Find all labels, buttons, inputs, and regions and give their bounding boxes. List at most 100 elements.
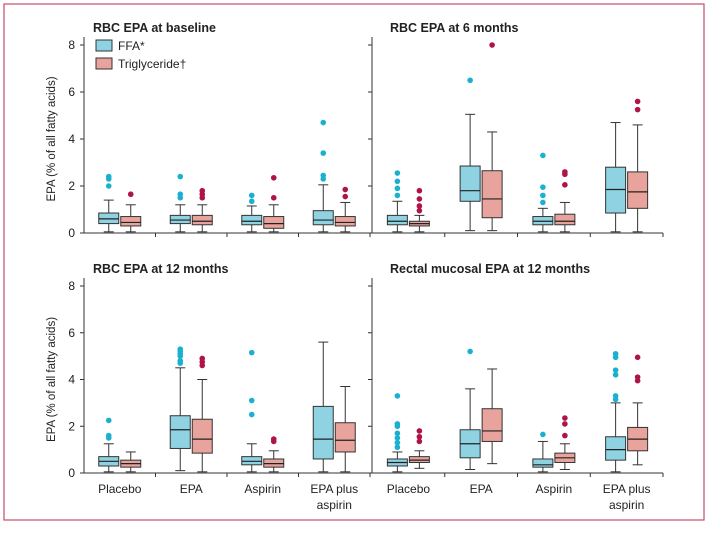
- tg-box-aspirin: [263, 436, 285, 473]
- panel-2: RBC EPA at 6 months: [368, 21, 664, 237]
- x-category-label: aspirin: [609, 498, 644, 512]
- ffa-box-aspirin: [532, 431, 554, 473]
- outlier-point: [177, 191, 184, 198]
- iqr-box: [334, 422, 356, 453]
- outlier-point: [562, 421, 568, 427]
- ffa-box-placebo: [386, 170, 408, 233]
- ffa-box-aspirin: [532, 152, 554, 233]
- y-axis-label: EPA (% of all fatty acids): [46, 76, 58, 201]
- iqr-box: [263, 216, 285, 229]
- outlier-point: [562, 169, 568, 175]
- outlier-point: [540, 192, 546, 199]
- tg-box-aspirin: [263, 174, 285, 233]
- tg-box-epa: [481, 42, 503, 232]
- iqr-box: [334, 216, 356, 227]
- y-tick-label: 0: [68, 226, 75, 240]
- iqr-box: [169, 415, 191, 449]
- outlier-point: [270, 436, 277, 442]
- outlier-point: [270, 174, 277, 181]
- outlier-point: [105, 173, 112, 180]
- tg-box-epa-plus-aspirin: [627, 98, 649, 233]
- y-tick-label: 6: [68, 326, 75, 340]
- outlier-point: [540, 184, 546, 190]
- tg-box-epa: [481, 368, 503, 465]
- outlier-point: [540, 199, 546, 206]
- panel-1: RBC EPA at baseline 0 2 4 6 8 EPA (% of all fa…: [46, 21, 371, 240]
- panel-title: RBC EPA at 12 months: [93, 262, 228, 276]
- ffa-box-epa-plus-aspirin: [312, 119, 334, 233]
- outlier-point: [248, 397, 255, 404]
- y-tick-label: 0: [68, 466, 75, 480]
- outlier-point: [394, 439, 401, 446]
- tg-box-epa: [191, 187, 213, 233]
- outlier-point: [342, 193, 349, 200]
- panel-4: Rectal mucosal EPA at 12 months Placebo EP…: [368, 262, 664, 512]
- outlier-point: [562, 432, 568, 439]
- outlier-point: [105, 432, 112, 439]
- ffa-box-epa-plus-aspirin: [605, 122, 627, 233]
- outlier-point: [540, 431, 546, 438]
- tg-box-placebo: [408, 428, 430, 469]
- outlier-point: [248, 192, 255, 199]
- x-category-label: EPA plus: [603, 482, 651, 496]
- iqr-box: [191, 214, 213, 226]
- ffa-box-epa: [459, 77, 481, 232]
- outlier-point: [634, 354, 641, 361]
- outlier-point: [467, 348, 473, 355]
- outlier-point: [612, 367, 619, 373]
- tg-box-epa-plus-aspirin: [334, 386, 356, 473]
- tg-box-placebo: [408, 187, 430, 233]
- ffa-box-epa-plus-aspirin: [312, 341, 334, 473]
- outlier-point: [416, 433, 423, 440]
- panel-title: Rectal mucosal EPA at 12 months: [390, 262, 590, 276]
- outlier-point: [634, 106, 641, 113]
- iqr-box: [605, 436, 627, 461]
- outlier-point: [199, 187, 206, 194]
- outlier-point: [540, 152, 546, 159]
- iqr-box: [312, 405, 334, 460]
- outlier-point: [612, 350, 619, 357]
- outlier-point: [562, 182, 568, 188]
- outlier-point: [634, 374, 641, 380]
- outlier-point: [177, 346, 184, 352]
- x-category-label: Aspirin: [536, 482, 573, 496]
- iqr-box: [554, 213, 576, 226]
- legend-label-ffa: FFA*: [118, 39, 145, 53]
- outlier-point: [342, 186, 349, 193]
- y-tick-label: 8: [68, 279, 75, 293]
- outlier-point: [416, 428, 423, 434]
- iqr-box: [459, 165, 481, 202]
- iqr-box: [627, 171, 649, 209]
- ffa-box-placebo: [98, 417, 120, 473]
- panel-title: RBC EPA at 6 months: [390, 21, 519, 35]
- tg-box-placebo: [120, 451, 142, 473]
- outlier-point: [248, 411, 255, 418]
- panel-3: RBC EPA at 12 months 0 2 4 6 8 EPA (% of all f…: [46, 262, 371, 512]
- outlier-point: [394, 393, 401, 399]
- tg-box-epa-plus-aspirin: [334, 186, 356, 233]
- outlier-point: [416, 187, 423, 194]
- x-category-label: EPA plus: [310, 482, 358, 496]
- outlier-point: [612, 393, 619, 399]
- outlier-point: [177, 173, 184, 180]
- ffa-box-epa: [169, 346, 191, 472]
- outlier-point: [467, 77, 473, 84]
- outlier-point: [416, 196, 423, 202]
- outlier-point: [416, 438, 423, 445]
- x-category-label: Placebo: [387, 482, 431, 496]
- iqr-box: [386, 214, 408, 226]
- tg-box-placebo: [120, 191, 142, 233]
- iqr-box: [481, 170, 503, 219]
- iqr-box: [481, 408, 503, 442]
- iqr-box: [241, 214, 263, 226]
- tg-box-aspirin: [554, 169, 576, 233]
- legend: FFA* Triglyceride†: [95, 39, 186, 71]
- y-axis-label: EPA (% of all fatty acids): [46, 317, 58, 442]
- x-category-label: Aspirin: [244, 482, 281, 496]
- outlier-point: [270, 194, 277, 201]
- y-tick-label: 6: [68, 85, 75, 99]
- outlier-point: [394, 192, 401, 199]
- x-category-label: aspirin: [317, 498, 352, 512]
- ffa-box-placebo: [386, 393, 408, 473]
